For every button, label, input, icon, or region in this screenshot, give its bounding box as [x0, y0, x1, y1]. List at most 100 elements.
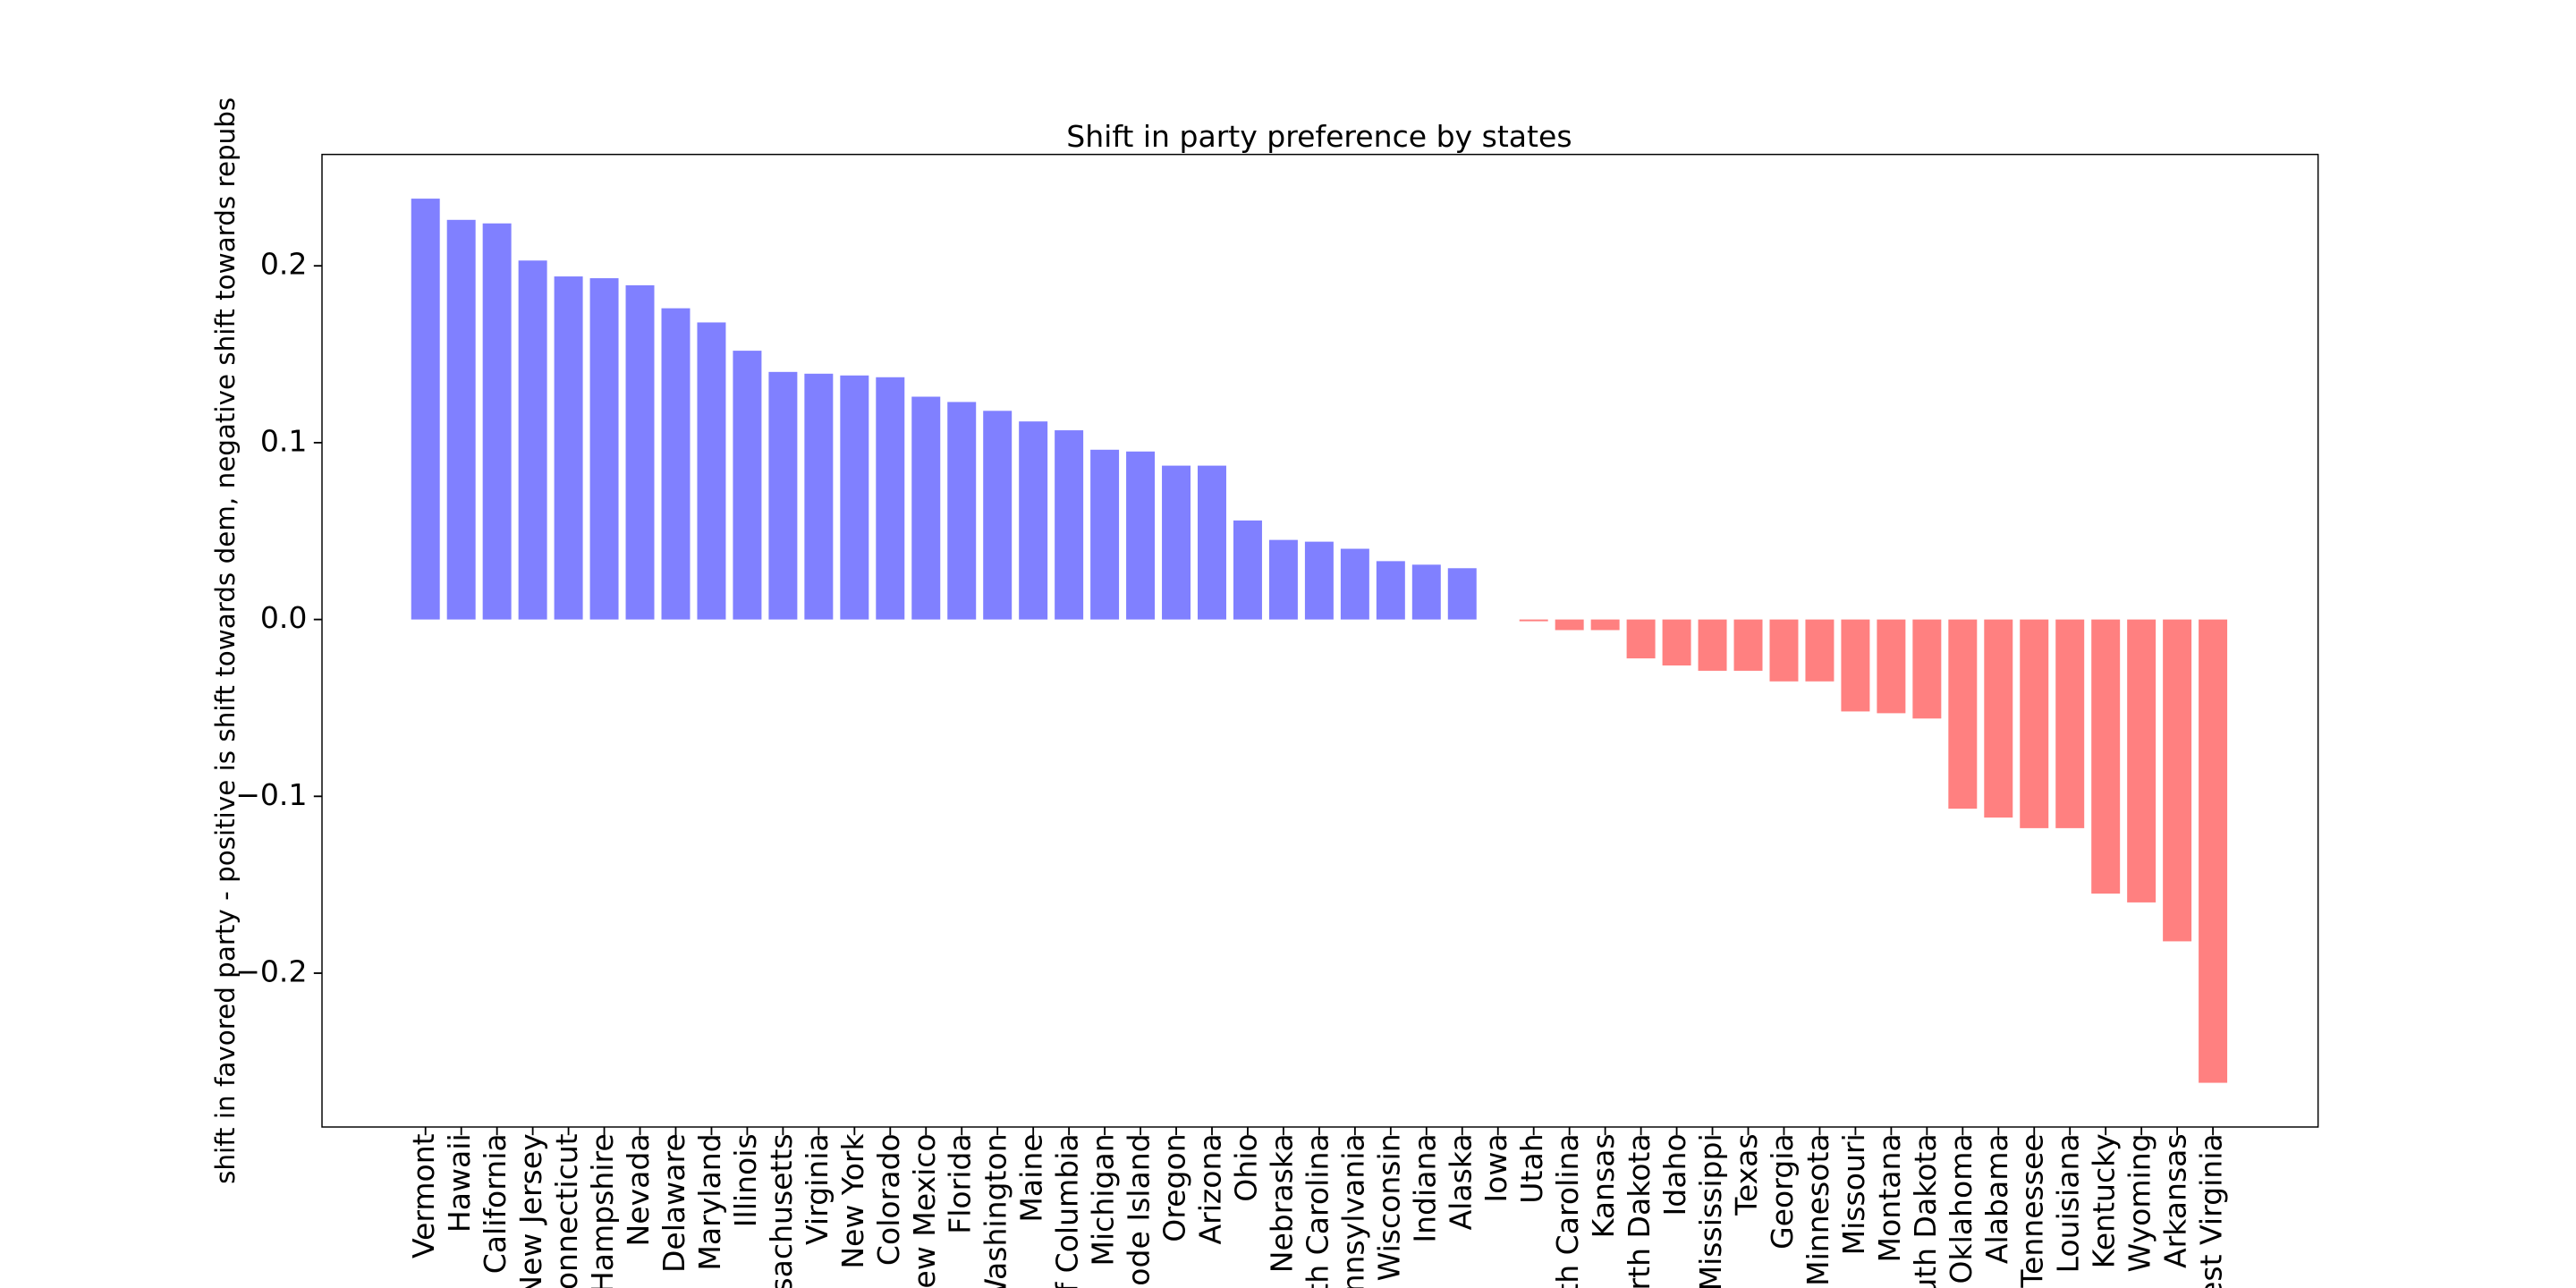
bar — [1340, 548, 1369, 620]
x-tick-label: Vermont — [406, 1133, 441, 1258]
y-tick-label: 0.0 — [260, 600, 308, 635]
x-tick-label: Oklahoma — [1944, 1133, 1979, 1284]
x-tick-label: Rhode Island — [1122, 1133, 1157, 1288]
x-tick-label: South Carolina — [1550, 1133, 1585, 1288]
x-tick-label: California — [478, 1133, 513, 1274]
x-tick-label: Montana — [1872, 1133, 1907, 1262]
x-tick-label: Wisconsin — [1371, 1133, 1406, 1281]
bar — [1590, 619, 1620, 631]
bar — [1304, 541, 1334, 620]
bar — [589, 278, 619, 620]
x-tick-label: Colorado — [871, 1133, 906, 1266]
bar — [911, 396, 941, 620]
x-tick-label: Kentucky — [2087, 1133, 2122, 1268]
x-tick-label: Nebraska — [1264, 1133, 1299, 1273]
bar — [1126, 451, 1156, 620]
bar — [733, 351, 762, 620]
bar — [1912, 619, 1942, 719]
y-axis-label: shift in favored party - positive is shi… — [210, 97, 241, 1184]
x-tick-label: Michigan — [1086, 1133, 1121, 1266]
bar — [1841, 619, 1870, 712]
x-tick-label: Tennessee — [2015, 1133, 2050, 1288]
x-tick-label: Mississippi — [1693, 1133, 1728, 1288]
bar — [1090, 449, 1120, 620]
x-tick-label: Kansas — [1586, 1133, 1621, 1238]
x-tick-label: Texas — [1729, 1133, 1764, 1216]
x-tick-label: Ohio — [1228, 1133, 1263, 1201]
x-tick-label: South Dakota — [1908, 1133, 1943, 1288]
bar — [625, 284, 655, 620]
x-tick-label: Hawaii — [442, 1133, 477, 1233]
x-tick-label: Arizona — [1192, 1133, 1227, 1244]
x-tick-label: Connecticut — [549, 1133, 584, 1288]
bar — [1769, 619, 1799, 682]
bar — [1519, 619, 1548, 622]
chart-title: Shift in party preference by states — [1066, 119, 1572, 154]
x-tick-label: Maine — [1014, 1133, 1049, 1222]
bar — [697, 322, 726, 620]
bar — [1162, 465, 1191, 620]
bar — [1233, 520, 1262, 620]
x-tick-label: New Hampshire — [585, 1133, 620, 1288]
x-tick-label: Pennsylvania — [1335, 1133, 1370, 1288]
plot-frame — [321, 153, 2319, 1128]
x-tick-label: Arkansas — [2158, 1133, 2193, 1268]
bar — [2127, 619, 2157, 902]
x-tick-label: Washington — [979, 1133, 1013, 1288]
x-tick-label: West Virginia — [2194, 1133, 2229, 1288]
x-tick-label: Alabama — [1979, 1133, 2014, 1264]
bar — [518, 260, 547, 620]
bar — [2163, 619, 2192, 942]
bar — [1805, 619, 1835, 682]
bar — [1055, 430, 1084, 620]
y-tick-label: −0.1 — [235, 777, 307, 812]
bar — [768, 371, 798, 620]
y-tick-label: 0.1 — [260, 423, 308, 458]
bar — [1698, 619, 1727, 671]
x-tick-label: Minnesota — [1801, 1133, 1835, 1286]
bar — [1662, 619, 1691, 666]
bar — [1447, 568, 1477, 620]
bar — [2199, 619, 2228, 1083]
bar — [1733, 619, 1763, 671]
bar — [1626, 619, 1656, 659]
bar — [1877, 619, 1906, 714]
bar — [840, 375, 869, 620]
x-tick-label: Maryland — [692, 1133, 727, 1270]
x-tick-label: Georgia — [1765, 1133, 1800, 1250]
x-tick-label: Utah — [1514, 1133, 1549, 1203]
bar — [1198, 465, 1226, 620]
x-tick-label: New Mexico — [907, 1133, 942, 1288]
x-tick-label: Illinois — [728, 1133, 763, 1227]
x-tick-label: Oregon — [1157, 1133, 1192, 1241]
bar — [554, 276, 583, 620]
x-tick-label: Indiana — [1407, 1133, 1442, 1242]
bar — [1984, 619, 2013, 818]
x-tick-label: Virginia — [800, 1133, 835, 1245]
bar — [1376, 561, 1405, 620]
x-tick-label: District of Columbia — [1050, 1133, 1085, 1288]
y-tick-label: −0.2 — [235, 954, 307, 989]
x-tick-label: Wyoming — [2123, 1133, 2157, 1272]
y-tick-label: 0.2 — [260, 247, 308, 282]
x-tick-label: Alaska — [1443, 1133, 1478, 1230]
x-tick-label: New Jersey — [513, 1133, 548, 1288]
bar — [482, 223, 512, 620]
bar — [2091, 619, 2121, 894]
bar — [804, 373, 834, 620]
x-tick-label: Iowa — [1479, 1133, 1513, 1202]
x-tick-label: New York — [835, 1132, 870, 1268]
bar — [1411, 564, 1441, 620]
bar — [661, 308, 691, 620]
bar — [2055, 619, 2085, 828]
x-tick-label: Missouri — [1836, 1133, 1871, 1255]
bar — [1555, 619, 1584, 631]
bar — [1268, 539, 1298, 620]
bar — [947, 402, 977, 620]
bar — [1019, 421, 1048, 620]
x-tick-label: Delaware — [657, 1133, 691, 1273]
x-tick-label: Louisiana — [2051, 1133, 2086, 1273]
x-tick-label: North Carolina — [1300, 1133, 1335, 1288]
bar — [1948, 619, 1978, 809]
